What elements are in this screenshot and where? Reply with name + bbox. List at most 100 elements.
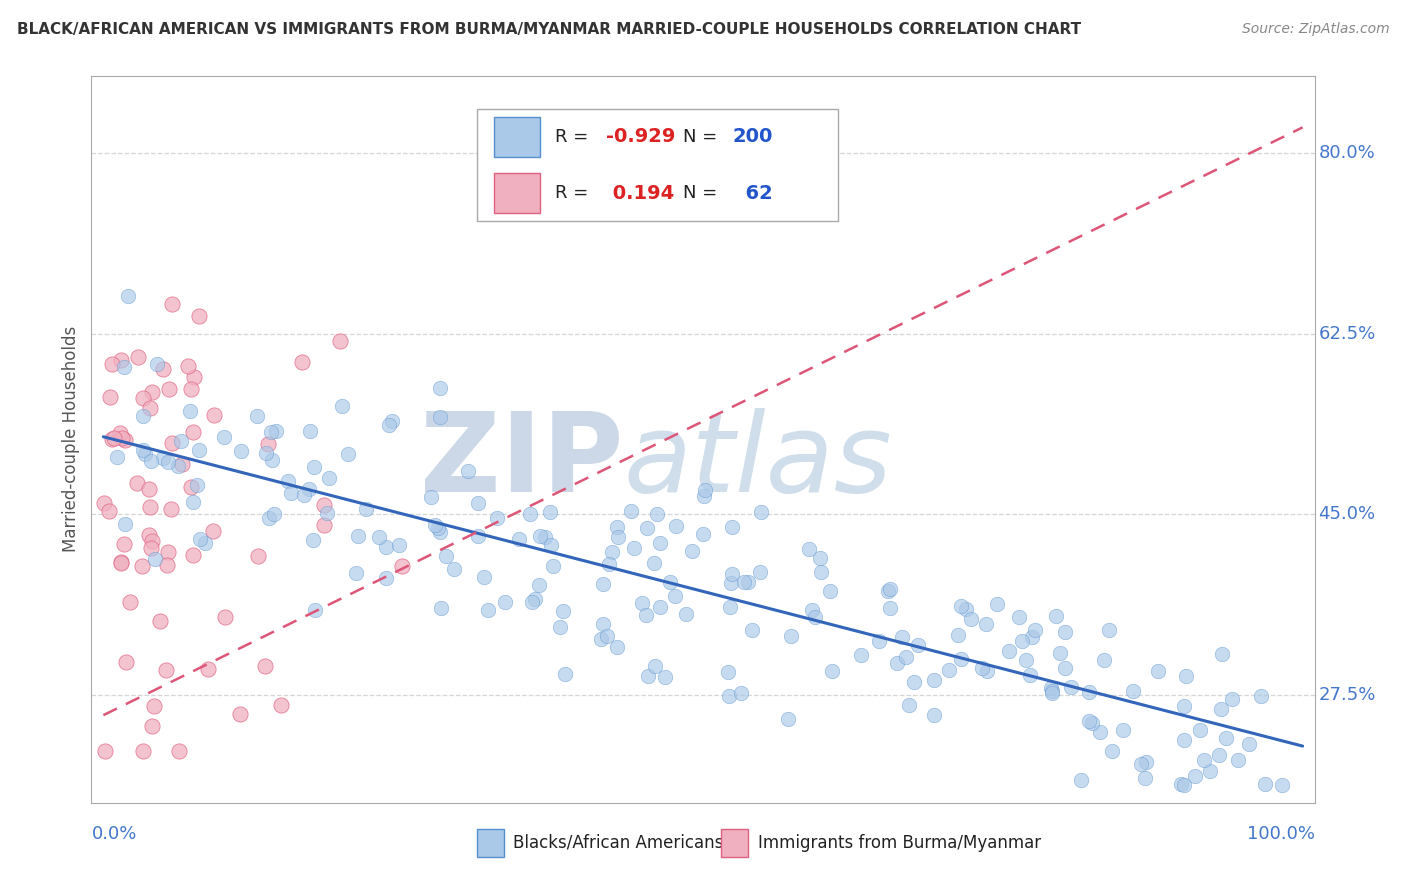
Point [970,661,993,675]
Point [589,632,612,647]
Point [429,525,451,540]
Point [188,442,211,457]
Point [1198,764,1220,778]
Point [429,380,451,394]
Point [423,518,446,533]
Point [93,496,115,510]
Point [737,574,759,589]
Point [110,353,132,368]
Point [302,533,325,547]
Point [1239,737,1261,751]
Point [1040,686,1063,700]
Point [741,623,763,637]
Point [890,630,912,644]
Point [1077,714,1099,729]
Point [551,603,574,617]
Point [292,488,315,502]
Point [152,362,174,376]
Text: Blacks/African Americans: Blacks/African Americans [513,834,724,852]
Point [1049,647,1071,661]
Text: atlas: atlas [623,408,893,515]
Point [1147,664,1170,678]
Point [541,559,564,574]
Point [631,596,654,610]
Point [419,490,441,504]
Point [114,517,136,532]
Point [270,698,292,713]
Point [1045,609,1067,624]
Point [180,382,202,396]
Point [877,583,900,598]
Point [1173,698,1195,713]
Point [127,351,149,365]
Point [718,689,741,703]
Point [1092,653,1115,667]
Point [1053,661,1076,675]
Point [648,599,671,614]
Text: 45.0%: 45.0% [1319,505,1375,523]
Point [799,542,821,557]
Point [160,297,183,311]
Text: -0.929: -0.929 [606,128,676,146]
Point [260,453,283,467]
Point [246,549,269,563]
Point [534,530,557,544]
Text: R =: R = [555,128,593,145]
Point [804,609,827,624]
Point [1211,647,1233,661]
Point [1059,680,1081,694]
Point [375,571,398,585]
Point [1122,684,1144,698]
Point [443,562,465,576]
Point [868,634,890,648]
Point [141,454,163,468]
Point [167,744,190,758]
Point [336,447,359,461]
Point [1220,692,1243,706]
Point [780,629,803,643]
Point [467,496,489,510]
Point [146,357,169,371]
Point [1080,716,1102,731]
Point [169,434,191,448]
Point [634,607,657,622]
Point [664,589,686,603]
Point [903,674,925,689]
Point [1070,772,1092,787]
Point [1170,777,1192,791]
Point [141,534,163,549]
Point [131,443,153,458]
Point [1021,630,1043,644]
Point [259,510,281,524]
Text: 62.5%: 62.5% [1319,325,1375,343]
Point [264,424,287,438]
Point [474,569,496,583]
Text: 0.0%: 0.0% [91,824,136,843]
Y-axis label: Married-couple Households: Married-couple Households [62,326,80,552]
Point [254,446,277,460]
Point [955,601,977,615]
Point [118,595,141,609]
Point [388,538,411,552]
Point [201,524,224,538]
Point [692,527,714,541]
Point [330,399,353,413]
Point [277,475,299,489]
Point [637,668,659,682]
Point [643,556,665,570]
Point [1209,702,1232,716]
Point [391,559,413,574]
Point [457,463,479,477]
Point [159,502,181,516]
Point [681,544,703,558]
Point [1101,744,1123,758]
Text: ZIP: ZIP [420,408,623,515]
Point [554,667,576,681]
Point [110,556,132,570]
Point [607,530,630,544]
Point [818,584,841,599]
Text: N =: N = [683,128,724,145]
Point [598,557,620,571]
Point [101,432,124,446]
Bar [494,117,540,157]
